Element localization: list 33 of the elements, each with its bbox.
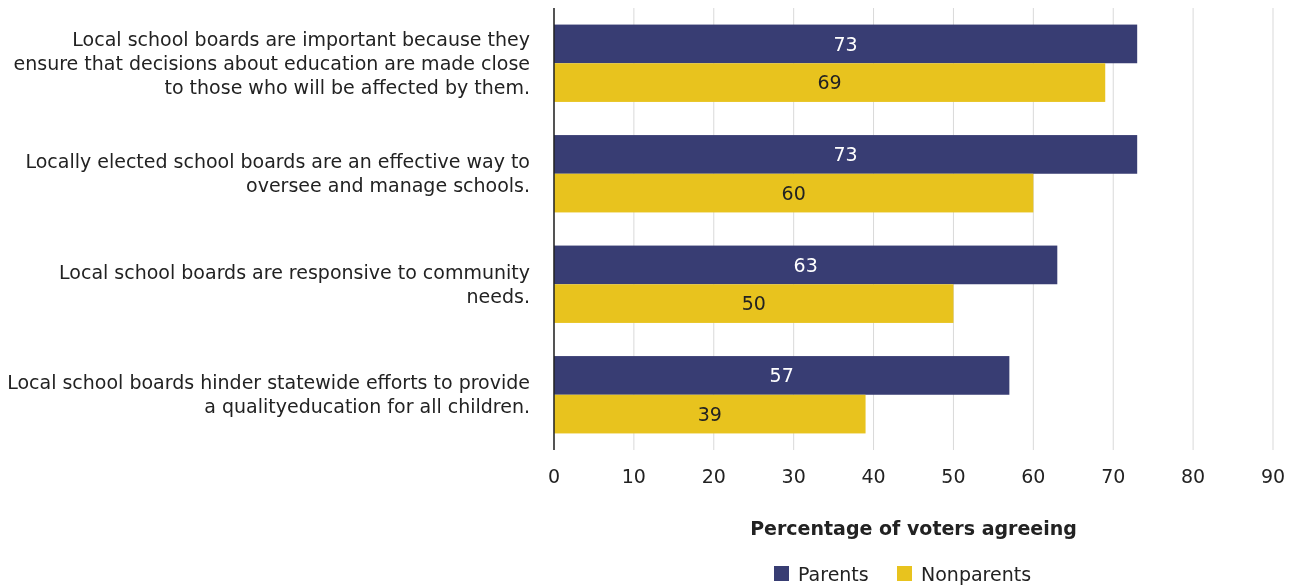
legend-label: Nonparents	[921, 562, 1032, 585]
legend-label: Parents	[798, 562, 869, 585]
x-tick-label: 20	[701, 465, 726, 487]
x-axis-title: Percentage of voters agreeing	[750, 517, 1077, 539]
data-label: 39	[697, 402, 722, 425]
x-tick-label: 30	[781, 465, 806, 487]
x-tick-label: 0	[547, 465, 561, 487]
data-label: 73	[833, 32, 858, 55]
data-label: 69	[817, 71, 842, 94]
y-tick-label: Locally elected school boards are an effective way to oversee and manage schools.	[25, 150, 530, 197]
x-tick-label: 50	[941, 465, 966, 487]
data-label: 63	[793, 253, 818, 276]
x-tick-label: 10	[621, 465, 646, 487]
bar	[554, 245, 1058, 285]
y-tick-label: Local school boards are important because they ensure that decisions about education are made close to those who will be affected by them.	[13, 27, 530, 98]
bar	[554, 63, 1106, 102]
y-tick-label: Local school boards are responsive to community needs.	[59, 260, 530, 307]
x-tick-label: 70	[1101, 465, 1126, 487]
x-tick-label: 80	[1181, 465, 1206, 487]
y-tick-label: Local school boards hinder statewide efforts to provide a qualityeducation for all children.	[7, 371, 530, 418]
bar	[554, 356, 1010, 395]
x-tick-label: 60	[1021, 465, 1046, 487]
bar	[554, 394, 866, 434]
x-tick-label: 40	[861, 465, 886, 487]
bar	[554, 24, 1138, 64]
data-label: 73	[833, 143, 858, 166]
data-label: 50	[741, 292, 766, 315]
bar	[554, 173, 1034, 213]
x-tick-label: 90	[1260, 465, 1286, 487]
bar	[554, 135, 1138, 174]
data-label: 57	[769, 364, 794, 387]
bar	[554, 284, 954, 323]
data-label: 60	[781, 181, 806, 204]
